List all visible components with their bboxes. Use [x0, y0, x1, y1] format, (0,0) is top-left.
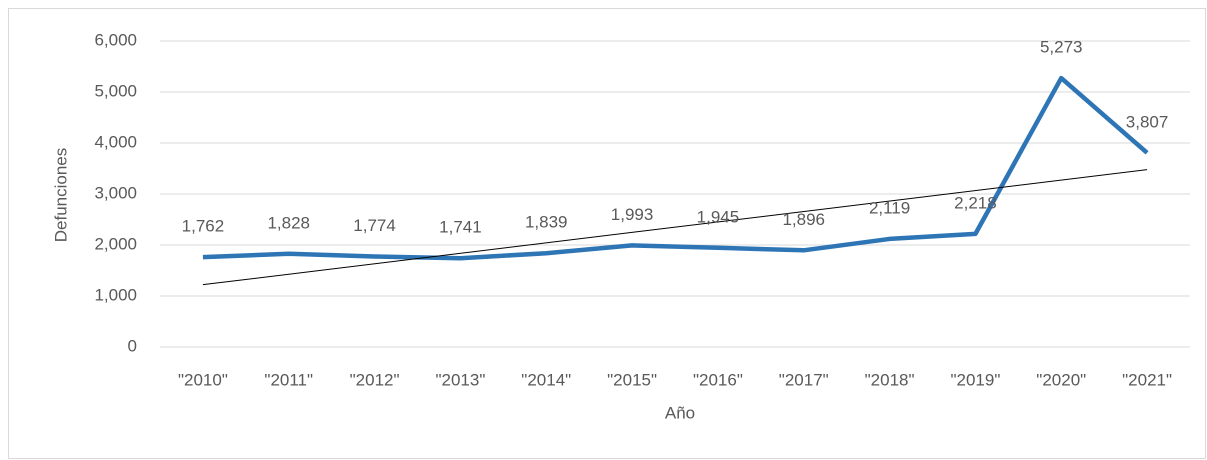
y-tick-label: 5,000	[94, 81, 137, 100]
data-label: 1,896	[782, 210, 825, 229]
y-tick-label: 4,000	[94, 132, 137, 151]
data-label: 1,762	[182, 217, 225, 236]
data-label: 1,774	[353, 216, 396, 235]
y-tick-label: 3,000	[94, 183, 137, 202]
x-tick-label: "2010"	[178, 370, 228, 389]
data-label: 3,807	[1126, 112, 1169, 131]
y-tick-label: 6,000	[94, 30, 137, 49]
x-tick-label: "2016"	[693, 370, 743, 389]
data-label: 1,828	[267, 213, 310, 232]
x-tick-label: "2015"	[607, 370, 657, 389]
x-axis-title: Año	[665, 403, 695, 422]
x-tick-label: "2020"	[1036, 370, 1086, 389]
x-tick-label: "2011"	[264, 370, 313, 389]
data-label: 2,119	[869, 198, 910, 217]
data-line	[202, 75, 1149, 261]
x-tick-label: "2017"	[779, 370, 829, 389]
x-tick-label: "2021"	[1122, 370, 1172, 389]
data-label: 1,993	[611, 205, 654, 224]
y-axis-title: Defunciones	[51, 148, 70, 243]
data-label: 1,741	[439, 218, 482, 237]
data-label: 1,839	[525, 213, 568, 232]
data-label: 2,218	[954, 193, 997, 212]
y-tick-label: 0	[128, 336, 137, 355]
x-tick-label: "2013"	[435, 370, 485, 389]
trendline	[202, 169, 1148, 286]
data-label: 5,273	[1040, 38, 1083, 57]
y-tick-label: 2,000	[94, 234, 137, 253]
data-label: 1,945	[697, 207, 740, 226]
x-tick-label: "2012"	[350, 370, 400, 389]
x-tick-label: "2019"	[950, 370, 1000, 389]
y-tick-label: 1,000	[94, 285, 137, 304]
x-tick-label: "2018"	[865, 370, 915, 389]
x-tick-label: "2014"	[521, 370, 571, 389]
chart-border	[8, 8, 1206, 459]
